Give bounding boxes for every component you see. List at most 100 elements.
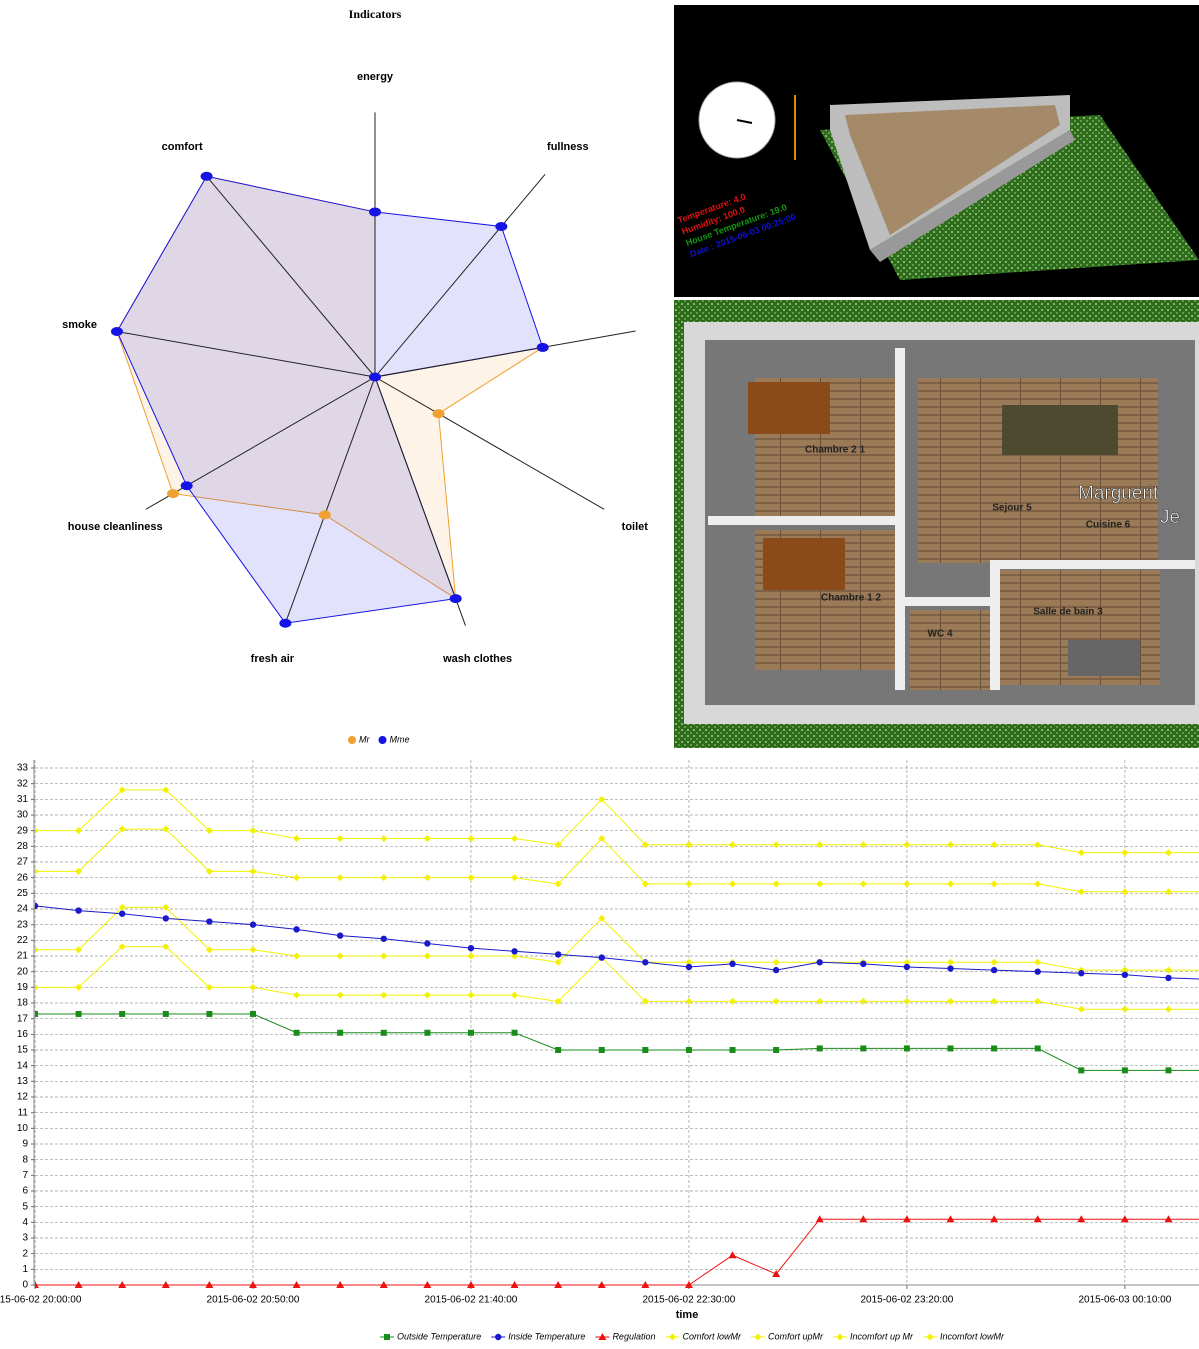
y-tick-label: 32 <box>17 778 29 789</box>
point <box>685 963 693 971</box>
point <box>1034 880 1042 888</box>
point <box>75 907 82 914</box>
point <box>293 991 301 999</box>
room-label: Chambre 2 1 <box>805 445 865 456</box>
series-line <box>35 905 1199 980</box>
point <box>162 903 170 911</box>
y-tick-label: 6 <box>22 1186 28 1197</box>
point <box>467 991 475 999</box>
point <box>990 880 998 888</box>
point <box>424 1029 431 1036</box>
point <box>554 1281 563 1288</box>
x-axis-title: time <box>676 1309 699 1321</box>
radar-point <box>180 481 193 491</box>
point <box>859 880 867 888</box>
y-tick-label: 0 <box>22 1280 28 1291</box>
point <box>205 867 213 875</box>
house-3d-view: Temperature: 4.0 Humidity: 100.0 House T… <box>674 5 1199 297</box>
point <box>860 960 867 968</box>
point <box>946 1215 955 1223</box>
point <box>685 880 693 888</box>
point <box>292 1281 301 1288</box>
point <box>1121 888 1129 896</box>
point <box>816 997 824 1005</box>
point <box>1164 888 1172 896</box>
point <box>380 952 388 960</box>
y-tick-label: 13 <box>17 1076 29 1087</box>
point <box>162 1010 169 1017</box>
point <box>1121 966 1129 974</box>
point <box>902 1215 911 1223</box>
axis-label: wash clothes <box>442 653 512 665</box>
point <box>1078 970 1085 977</box>
point <box>162 943 170 951</box>
point <box>249 827 257 835</box>
legend-swatch <box>495 1333 502 1341</box>
point <box>161 1281 170 1288</box>
point <box>642 1047 649 1053</box>
point <box>1164 1005 1172 1013</box>
point <box>1077 1215 1086 1223</box>
point <box>1077 888 1085 896</box>
point <box>947 958 955 966</box>
point <box>162 825 170 833</box>
point <box>118 910 126 917</box>
point <box>1120 1215 1129 1223</box>
room-label: Sejour 5 <box>992 503 1032 514</box>
point <box>1078 1067 1085 1074</box>
point <box>555 1047 562 1053</box>
y-tick-label: 20 <box>17 966 29 977</box>
y-tick-label: 14 <box>17 1060 29 1071</box>
point <box>35 902 39 910</box>
legend-swatch <box>384 1334 390 1340</box>
legend-label: Outside Temperature <box>397 1331 481 1341</box>
point <box>75 1010 82 1017</box>
point <box>75 827 83 835</box>
room-label: Chambre 1 2 <box>821 593 881 604</box>
point <box>118 903 126 911</box>
point <box>1034 958 1042 966</box>
room-label: Cuisine 6 <box>1086 520 1131 531</box>
point <box>511 874 519 882</box>
point <box>118 786 126 794</box>
occupant-label: Je <box>1160 507 1180 528</box>
x-tick-label: 2015-06-02 20:50:00 <box>207 1295 300 1306</box>
series-line <box>35 789 1199 854</box>
point <box>772 880 780 888</box>
point <box>249 983 257 991</box>
point <box>816 880 824 888</box>
point <box>816 959 823 966</box>
legend-swatch <box>754 1333 762 1341</box>
axis-label: toilet <box>622 521 649 533</box>
y-tick-label: 33 <box>17 763 29 774</box>
radar-axis <box>374 376 466 626</box>
y-tick-label: 26 <box>17 872 29 883</box>
legend-label: Comfort upMr <box>768 1331 824 1341</box>
point <box>728 1251 737 1259</box>
legend-label: Incomfort lowMr <box>940 1331 1005 1341</box>
point <box>118 1281 127 1288</box>
point <box>947 841 955 849</box>
point <box>423 874 431 882</box>
point <box>642 959 649 966</box>
point <box>336 991 344 999</box>
point <box>510 1281 519 1288</box>
y-tick-label: 23 <box>17 919 29 930</box>
point <box>380 935 387 942</box>
point <box>554 958 562 966</box>
point <box>511 948 518 955</box>
point <box>685 841 693 849</box>
point <box>380 874 388 882</box>
point <box>947 1045 954 1052</box>
point <box>1164 1215 1173 1223</box>
point <box>815 1215 824 1223</box>
point <box>990 841 998 849</box>
legend-label: Mr <box>359 734 370 744</box>
point <box>641 997 649 1005</box>
point <box>772 997 780 1005</box>
axis-label: fullness <box>547 141 589 153</box>
y-tick-label: 22 <box>17 935 29 946</box>
radar-area <box>116 175 544 624</box>
point <box>35 1010 38 1017</box>
point <box>336 1281 345 1288</box>
